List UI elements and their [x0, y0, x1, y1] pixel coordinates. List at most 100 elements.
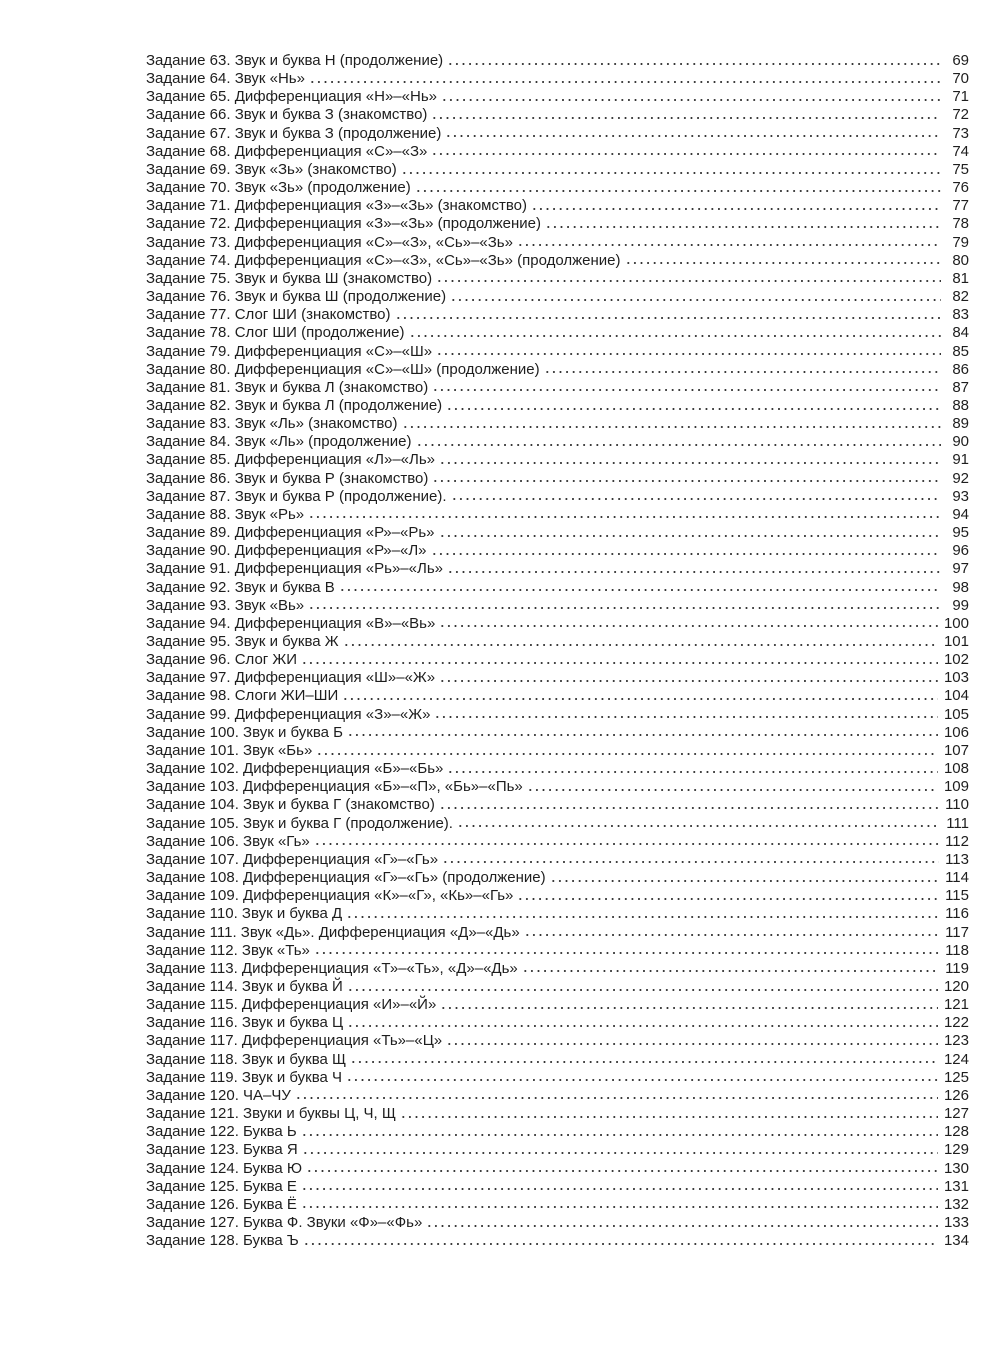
dot-leader	[313, 843, 940, 846]
toc-entry-page: 130	[943, 1159, 969, 1177]
toc-entry-title: Задание 94. Дифференциация «В»–«Вь»	[146, 614, 436, 632]
toc-entry: Задание 115. Дифференциация «И»–«Й» 121	[146, 996, 969, 1014]
toc-entry: Задание 82. Звук и буква Л (продолжение)…	[146, 397, 969, 415]
toc-entry: Задание 106. Звук «Гь» 112	[146, 833, 969, 851]
dot-leader	[543, 371, 941, 374]
toc-entry-title: Задание 91. Дифференциация «Рь»–«Ль»	[146, 560, 443, 578]
dot-leader	[400, 171, 941, 174]
dot-leader	[346, 988, 938, 991]
dot-leader	[438, 534, 941, 537]
dot-leader	[300, 1133, 938, 1136]
dot-leader	[430, 552, 941, 555]
toc-entry-page: 72	[952, 106, 969, 124]
dot-leader	[342, 698, 938, 701]
toc-entry: Задание 121. Звуки и буквы Ц, Ч, Щ 127	[146, 1105, 969, 1123]
toc-entry-title: Задание 106. Звук «Гь»	[146, 832, 310, 850]
dot-leader	[445, 135, 941, 138]
toc-entry: Задание 78. Слог ШИ (продолжение) 84	[146, 324, 969, 342]
toc-entry-title: Задание 115. Дифференциация «И»–«Й»	[146, 996, 437, 1014]
dot-leader	[399, 1115, 938, 1118]
toc-entry-page: 109	[943, 778, 969, 796]
dot-leader	[432, 480, 941, 483]
toc-entry-title: Задание 103. Дифференциация «Б»–«П», «Бь…	[146, 778, 523, 796]
toc-entry-title: Задание 69. Звук «Зь» (знакомство)	[146, 160, 397, 178]
toc-entry-title: Задание 125. Буква Е	[146, 1177, 297, 1195]
dot-leader	[517, 897, 940, 900]
toc-entry-page: 85	[952, 342, 969, 360]
dot-leader	[300, 1188, 938, 1191]
toc-entry: Задание 114. Звук и буква Й 120	[146, 978, 969, 996]
toc-entry-title: Задание 127. Буква Ф. Звуки «Ф»–«Фь»	[146, 1214, 423, 1231]
toc-entry: Задание 103. Дифференциация «Б»–«П», «Бь…	[146, 778, 969, 796]
toc-entry-page: 131	[943, 1177, 969, 1195]
toc-entry: Задание 65. Дифференциация «Н»–«Нь» 71	[146, 88, 969, 106]
dot-leader	[447, 62, 941, 65]
toc-entry-title: Задание 113. Дифференциация «Т»–«Ть», «Д…	[146, 959, 518, 977]
toc-entry-page: 86	[952, 360, 969, 378]
toc-entry-title: Задание 112. Звук «Ть»	[146, 941, 310, 959]
toc-entry-title: Задание 104. Звук и буква Г (знакомство)	[146, 796, 435, 814]
toc-entry-title: Задание 92. Звук и буква В	[146, 578, 335, 596]
toc-entry: Задание 88. Звук «Рь» 94	[146, 506, 969, 524]
toc-entry-title: Задание 78. Слог ШИ (продолжение)	[146, 324, 405, 342]
toc-entry-page: 118	[945, 941, 969, 959]
toc-entry-title: Задание 101. Звук «Бь»	[146, 741, 313, 759]
toc-entry-page: 83	[952, 306, 969, 324]
toc-entry: Задание 128. Буква Ъ 134	[146, 1232, 969, 1250]
dot-leader	[431, 117, 941, 120]
dot-leader	[447, 770, 938, 773]
dot-leader	[432, 389, 941, 392]
toc-entry-page: 104	[943, 687, 969, 705]
toc-entry: Задание 72. Дифференциация «З»–«Зь» (про…	[146, 215, 969, 233]
dot-leader	[308, 607, 941, 610]
dot-leader	[301, 661, 938, 664]
toc-entry-page: 116	[945, 905, 969, 923]
toc-entry-page: 71	[952, 88, 969, 106]
toc-entry-title: Задание 66. Звук и буква З (знакомство)	[146, 106, 428, 124]
toc-entry: Задание 118. Звук и буква Щ 124	[146, 1051, 969, 1069]
toc-entry-page: 77	[952, 197, 969, 215]
toc-entry-page: 120	[943, 977, 969, 995]
toc-entry: Задание 70. Звук «Зь» (продолжение) 76	[146, 179, 969, 197]
toc-entry: Задание 87. Звук и буква Р (продолжение)…	[146, 488, 969, 506]
toc-entry-title: Задание 126. Буква Ё	[146, 1195, 297, 1213]
toc-entry-title: Задание 73. Дифференциация «С»–«З», «Сь»…	[146, 233, 513, 251]
dot-leader	[350, 1061, 938, 1064]
table-of-contents: Задание 63. Звук и буква Н (продолжение)…	[146, 52, 969, 1250]
toc-entry: Задание 80. Дифференциация «С»–«Ш» (прод…	[146, 361, 969, 379]
toc-entry: Задание 69. Звук «Зь» (знакомство) 75	[146, 161, 969, 179]
toc-entry-title: Задание 97. Дифференциация «Ш»–«Ж»	[146, 669, 436, 687]
toc-entry-page: 70	[952, 70, 969, 88]
toc-entry-page: 93	[952, 487, 969, 505]
toc-entry-page: 100	[943, 614, 969, 632]
toc-entry-title: Задание 80. Дифференциация «С»–«Ш» (прод…	[146, 360, 540, 378]
toc-entry-page: 101	[943, 633, 969, 650]
toc-entry-title: Задание 68. Дифференциация «С»–«З»	[146, 142, 428, 160]
toc-entry: Задание 93. Звук «Вь» 99	[146, 597, 969, 615]
toc-entry-page: 111	[946, 814, 969, 832]
dot-leader	[294, 1097, 938, 1100]
toc-entry-title: Задание 87. Звук и буква Р (продолжение)…	[146, 487, 447, 505]
toc-entry-page: 69	[952, 52, 969, 69]
toc-entry-title: Задание 107. Дифференциация «Г»–«Гь»	[146, 850, 439, 868]
toc-entry-title: Задание 124. Буква Ю	[146, 1159, 303, 1177]
toc-entry-title: Задание 102. Дифференциация «Б»–«Бь»	[146, 760, 444, 778]
toc-entry-title: Задание 90. Дифференциация «Р»–«Л»	[146, 542, 427, 560]
toc-entry-page: 87	[952, 378, 969, 396]
dot-leader	[442, 861, 940, 864]
toc-entry-title: Задание 110. Звук и буква Д	[146, 905, 343, 923]
dot-leader	[438, 806, 940, 809]
toc-entry-page: 91	[952, 451, 969, 469]
toc-entry: Задание 64. Звук «Нь» 70	[146, 70, 969, 88]
toc-entry: Задание 102. Дифференциация «Б»–«Бь» 108	[146, 760, 969, 778]
toc-entry-page: 107	[943, 741, 969, 759]
toc-entry-page: 125	[943, 1068, 969, 1086]
dot-leader	[306, 1170, 938, 1173]
dot-leader	[347, 734, 938, 737]
toc-entry-page: 134	[943, 1232, 969, 1250]
dot-leader	[624, 262, 941, 265]
dot-leader	[440, 1006, 938, 1009]
toc-entry-title: Задание 76. Звук и буква Ш (продолжение)	[146, 288, 447, 306]
toc-entry: Задание 125. Буква Е 131	[146, 1178, 969, 1196]
toc-entry-page: 128	[943, 1123, 969, 1141]
